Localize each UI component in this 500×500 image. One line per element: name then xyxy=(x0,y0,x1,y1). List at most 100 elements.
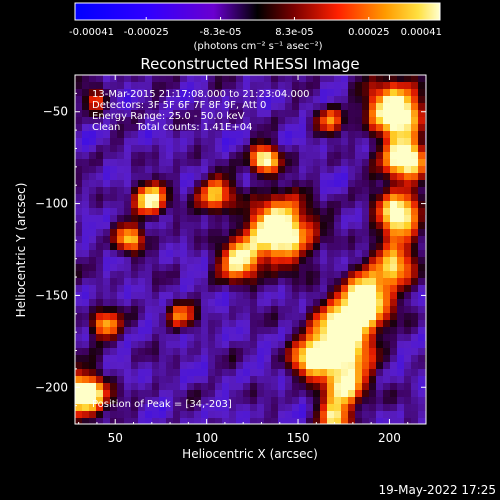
heatmap-cell xyxy=(229,348,237,356)
heatmap-cell xyxy=(418,201,426,209)
heatmap-cell xyxy=(320,257,328,265)
heatmap-cell xyxy=(383,173,391,181)
heatmap-cell xyxy=(145,131,153,139)
heatmap-cell xyxy=(320,75,328,83)
heatmap-cell xyxy=(180,243,188,251)
heatmap-cell xyxy=(264,138,272,146)
heatmap-cell xyxy=(103,117,111,125)
heatmap-cell xyxy=(299,369,307,377)
heatmap-cell xyxy=(278,327,286,335)
heatmap-cell xyxy=(257,166,265,174)
heatmap-cell xyxy=(320,299,328,307)
heatmap-cell xyxy=(124,75,132,83)
heatmap-cell xyxy=(285,306,293,314)
heatmap-cell xyxy=(159,383,167,391)
heatmap-cell xyxy=(250,222,258,230)
heatmap-cell xyxy=(306,264,314,272)
heatmap-cell xyxy=(229,404,237,412)
heatmap-cell xyxy=(264,383,272,391)
heatmap-cell xyxy=(397,397,405,405)
heatmap-cell xyxy=(124,82,132,90)
heatmap-cell xyxy=(243,411,251,419)
heatmap-cell xyxy=(75,82,83,90)
heatmap-cell xyxy=(166,327,174,335)
heatmap-cell xyxy=(411,173,419,181)
heatmap-cell xyxy=(222,250,230,258)
heatmap-cell xyxy=(82,271,90,279)
heatmap-cell xyxy=(299,320,307,328)
heatmap-cell xyxy=(285,299,293,307)
heatmap-cell xyxy=(236,117,244,125)
heatmap-cell xyxy=(404,131,412,139)
heatmap-cell xyxy=(341,82,349,90)
heatmap-cell xyxy=(299,131,307,139)
heatmap-cell xyxy=(411,250,419,258)
heatmap-cell xyxy=(334,292,342,300)
heatmap-cell xyxy=(166,257,174,265)
heatmap-cell xyxy=(243,313,251,321)
heatmap-cell xyxy=(166,397,174,405)
heatmap-cell xyxy=(75,418,83,424)
heatmap-cell xyxy=(278,355,286,363)
heatmap-cell xyxy=(306,243,314,251)
heatmap-cell xyxy=(208,131,216,139)
heatmap-cell xyxy=(250,369,258,377)
heatmap-cell xyxy=(355,243,363,251)
heatmap-cell xyxy=(117,194,125,202)
heatmap-cell xyxy=(236,180,244,188)
heatmap-cell xyxy=(75,229,83,237)
heatmap-cell xyxy=(82,257,90,265)
heatmap-cell xyxy=(159,250,167,258)
heatmap-cell xyxy=(285,110,293,118)
heatmap-cell xyxy=(390,411,398,419)
heatmap-cell xyxy=(376,397,384,405)
heatmap-cell xyxy=(418,89,426,97)
heatmap-cell xyxy=(341,299,349,307)
heatmap-cell xyxy=(404,411,412,419)
heatmap-cell xyxy=(250,75,258,83)
heatmap-cell xyxy=(285,131,293,139)
heatmap-cell xyxy=(173,187,181,195)
heatmap-cell xyxy=(201,103,209,111)
heatmap-cell xyxy=(362,117,370,125)
heatmap-cell xyxy=(250,187,258,195)
heatmap-cell xyxy=(194,96,202,104)
heatmap-cell xyxy=(278,117,286,125)
heatmap-cell xyxy=(411,215,419,223)
heatmap-cell xyxy=(229,201,237,209)
heatmap-cell xyxy=(75,334,83,342)
heatmap-cell xyxy=(376,320,384,328)
heatmap-cell xyxy=(306,82,314,90)
heatmap-cell xyxy=(299,82,307,90)
heatmap-cell xyxy=(355,278,363,286)
heatmap-cell xyxy=(131,355,139,363)
heatmap-cell xyxy=(75,278,83,286)
heatmap-cell xyxy=(355,103,363,111)
heatmap-cell xyxy=(110,404,118,412)
heatmap-cell xyxy=(152,285,160,293)
x-tick-label: 100 xyxy=(195,431,218,445)
heatmap-cell xyxy=(215,110,223,118)
heatmap-cell xyxy=(278,411,286,419)
heatmap-cell xyxy=(96,348,104,356)
heatmap-cell xyxy=(215,89,223,97)
heatmap-cell xyxy=(257,320,265,328)
heatmap-cell xyxy=(383,348,391,356)
heatmap-cell xyxy=(285,243,293,251)
heatmap-cell xyxy=(418,376,426,384)
heatmap-cell xyxy=(222,243,230,251)
heatmap-cell xyxy=(110,103,118,111)
heatmap-cell xyxy=(208,96,216,104)
heatmap-cell xyxy=(348,96,356,104)
heatmap-cell xyxy=(117,341,125,349)
heatmap-cell xyxy=(341,131,349,139)
heatmap-cell xyxy=(103,215,111,223)
heatmap-cell xyxy=(250,355,258,363)
heatmap-cell xyxy=(215,243,223,251)
heatmap-cell xyxy=(243,264,251,272)
heatmap-cell xyxy=(229,250,237,258)
heatmap-cell xyxy=(341,348,349,356)
heatmap-cell xyxy=(376,299,384,307)
heatmap-cell xyxy=(264,285,272,293)
annotation-time-range: 13-Mar-2015 21:17:08.000 to 21:23:04.000 xyxy=(92,89,310,100)
